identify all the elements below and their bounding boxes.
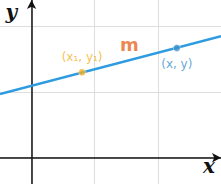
svg-text:y: y <box>5 0 19 24</box>
svg-text:m: m <box>120 34 139 55</box>
svg-text:(x₁, y₁): (x₁, y₁) <box>62 50 103 64</box>
svg-text:x: x <box>203 153 215 178</box>
svg-text:(x, y): (x, y) <box>161 57 192 71</box>
